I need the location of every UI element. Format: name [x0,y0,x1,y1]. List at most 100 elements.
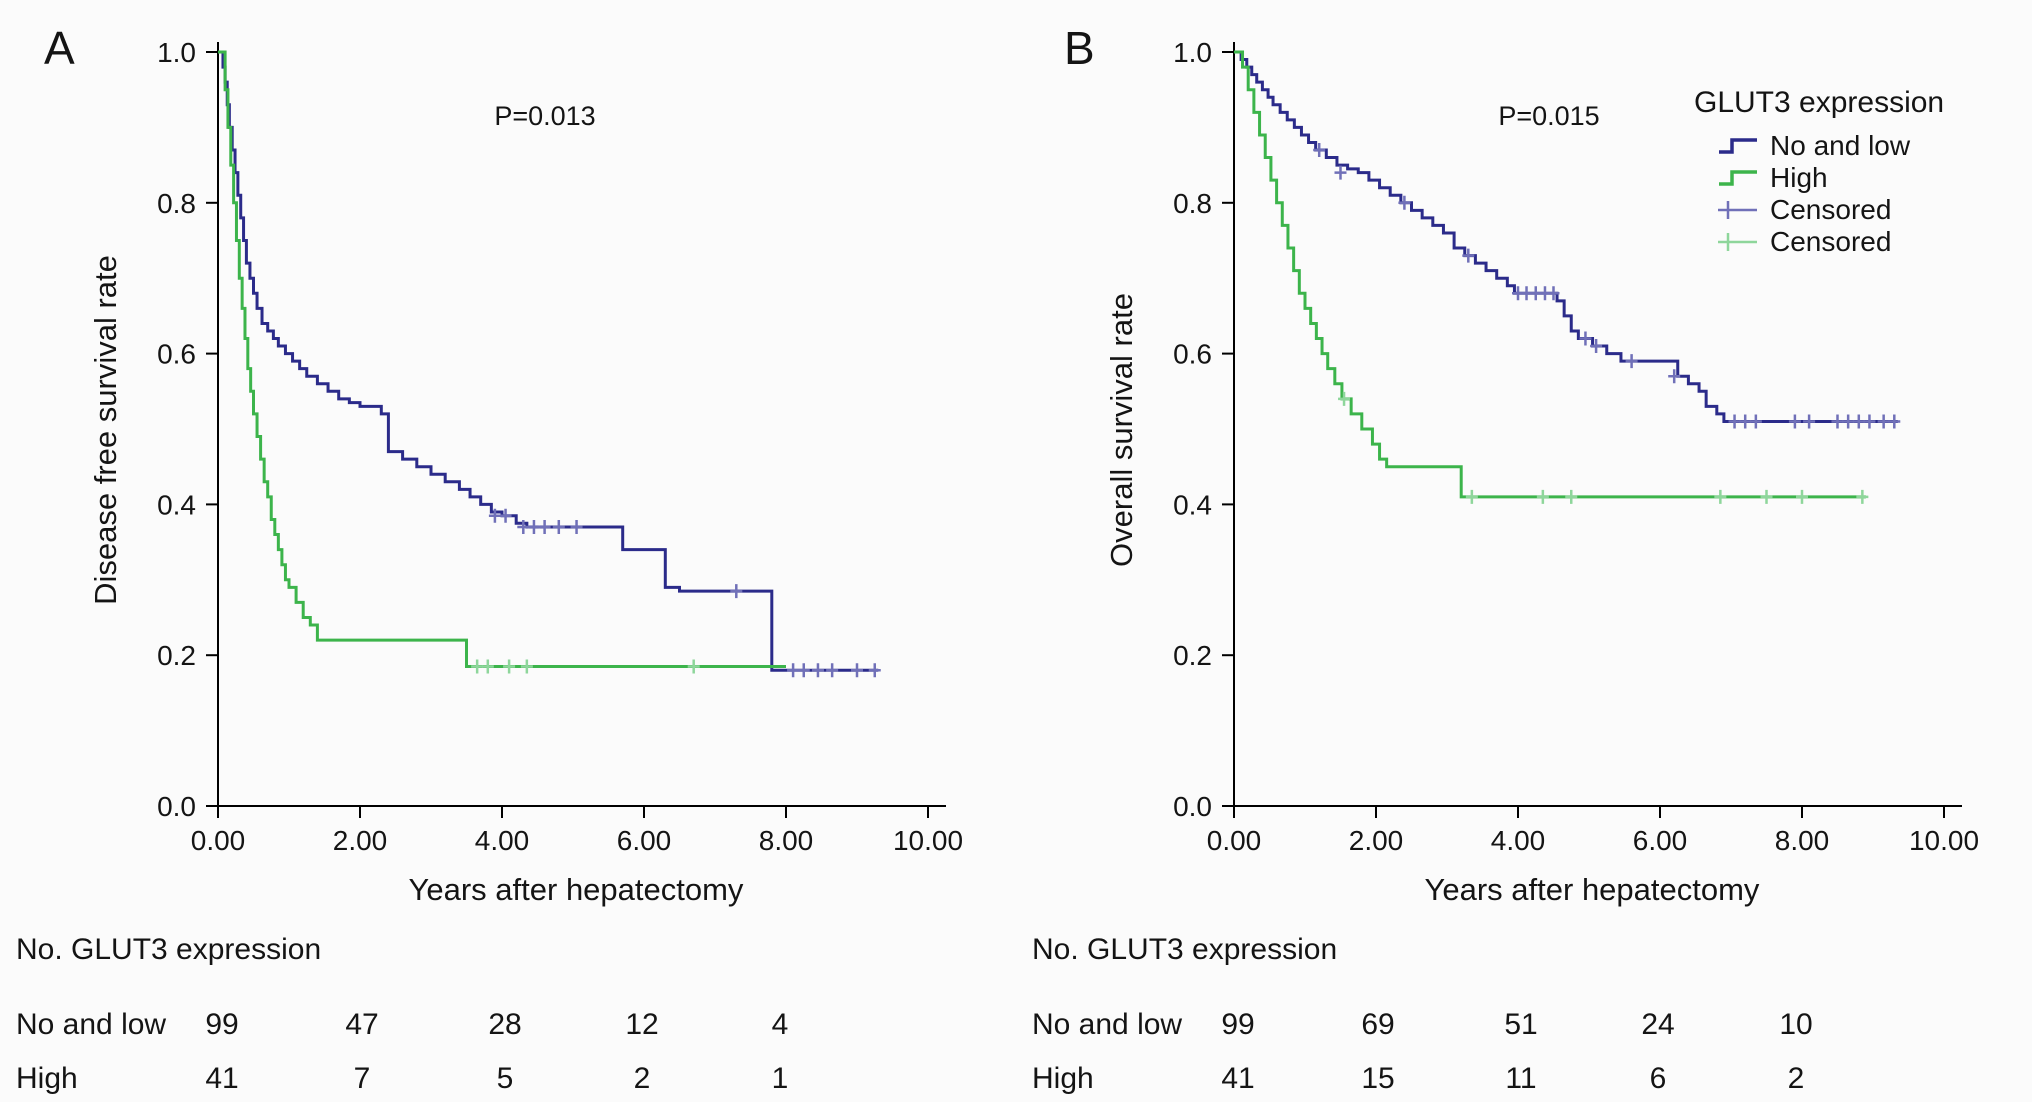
at-risk-row: No and low 99 69 51 24 10 [1016,1008,2032,1048]
censor-mark [1796,489,1808,504]
x-axis-label: Years after hepatectomy [1425,872,1760,907]
at-risk-value: 51 [1504,1008,1538,1041]
x-tick-label: 4.00 [475,825,530,856]
step-line-glyph [1719,170,1757,186]
censor-mark [1739,414,1752,429]
y-tick-label: 0.2 [1173,640,1212,671]
legend-item: No and low [1716,130,2024,162]
x-axis-label: Years after hepatectomy [409,872,744,907]
at-risk-value: 11 [1505,1062,1537,1095]
censor-mark [471,659,484,674]
y-tick-label: 0.0 [1173,791,1212,822]
censor-mark [1760,489,1773,504]
y-tick-label: 0.4 [1173,489,1212,520]
censor-mark [1579,331,1592,346]
x-tick-label: 6.00 [617,825,672,856]
y-tick-label: 0.8 [1173,188,1212,219]
legend: GLUT3 expression No and low High Censore… [1664,86,2024,258]
p-value: P=0.013 [494,101,595,131]
censor-mark [1852,414,1865,429]
censor-mark [1625,354,1638,369]
censor-mark [1398,195,1411,210]
x-tick-label: 2.00 [333,825,388,856]
censor-mark [787,663,800,678]
censor-mark [1313,143,1326,158]
at-risk-value: 28 [488,1008,522,1041]
x-tick-label: 10.00 [1909,825,1979,856]
censor-mark [851,663,863,678]
censor-mark [1842,414,1855,429]
panel-b: 0.0 0.2 0.4 0.6 0.8 1.0 0.00 2.00 4.00 6.00 8.00 10… [1016,0,2032,1097]
row-label: High [16,1062,78,1095]
at-risk-row: No and low 99 47 28 12 4 [0,1008,1016,1048]
censor-mark [1565,489,1578,504]
censor-mark [488,508,501,523]
at-risk-value: 24 [1641,1008,1675,1041]
x-tick-label: 0.00 [191,825,246,856]
censor-mark [1888,414,1901,429]
y-tick-label: 0.2 [157,640,196,671]
at-risk-value: 5 [496,1062,514,1095]
censor-mark [552,520,565,535]
x-tick-label: 10.00 [893,825,963,856]
survival-curve-no-and-low [218,50,879,672]
censor-mark [1714,489,1727,504]
censor-mark [1803,414,1816,429]
at-risk-value: 10 [1779,1008,1813,1041]
at-risk-value: 12 [625,1008,659,1041]
censor-mark [687,659,700,674]
at-risk-value: 41 [205,1062,239,1095]
legend-label: Censored [1770,226,1892,257]
km-chart-disease-free-survival: 0.0 0.2 0.4 0.6 0.8 1.0 0.00 2.00 4.00 6.00 8.00 10… [44,22,963,907]
censored-plus-glyph [1718,233,1757,251]
censor-mark [527,520,540,535]
at-risk-header: No. GLUT3 expression [1032,933,1338,966]
censor-mark [520,659,533,674]
y-axis-label: Disease free survival rate [88,255,123,605]
legend-label: Censored [1770,194,1892,225]
censor-mark [1465,489,1478,504]
at-risk-value: 41 [1221,1062,1255,1095]
censor-mark [1831,414,1844,429]
x-tick-label: 6.00 [1633,825,1688,856]
x-tick-label: 8.00 [759,825,814,856]
legend-label: High [1770,162,1828,193]
censor-mark [1856,489,1869,504]
y-axis-label: Overall survival rate [1104,293,1139,567]
censor-mark [1863,414,1876,429]
censor-mark [1788,414,1801,429]
censored-plus-glyph [1718,201,1757,219]
x-tick-label: 4.00 [1491,825,1546,856]
at-risk-value: 99 [1221,1008,1255,1041]
step-line-glyph [1719,138,1757,154]
y-tick-label: 0.8 [157,188,196,219]
y-tick-label: 1.0 [1173,37,1212,68]
censor-mark [517,520,530,535]
row-label: No and low [1032,1008,1183,1041]
at-risk-value: 2 [633,1062,651,1095]
row-label: No and low [16,1008,167,1041]
at-risk-header: No. GLUT3 expression [16,933,322,966]
censor-mark [811,663,824,678]
legend-title: GLUT3 expression [1694,86,1945,119]
legend-item: High [1716,162,2024,194]
censor-mark [570,520,583,535]
censor-mark [1334,165,1347,180]
legend-item: Censored [1716,194,2024,226]
panel-letter: A [44,22,75,74]
x-tick-label: 2.00 [1349,825,1404,856]
survival-curve-no-and-low [1234,50,1898,423]
p-value: P=0.015 [1498,101,1599,131]
censor-mark [1728,414,1741,429]
y-tick-label: 0.4 [157,489,196,520]
censor-mark [826,663,839,678]
censor-mark [1547,286,1560,301]
at-risk-value: 47 [345,1008,379,1041]
legend-item: Censored [1716,226,2024,258]
censor-mark [868,663,881,678]
km-chart-overall-survival: 0.0 0.2 0.4 0.6 0.8 1.0 0.00 2.00 4.00 6.00 8.00 10… [1064,22,1979,907]
at-risk-value: 99 [205,1008,239,1041]
y-tick-label: 0.6 [157,339,196,370]
at-risk-value: 2 [1787,1062,1805,1095]
